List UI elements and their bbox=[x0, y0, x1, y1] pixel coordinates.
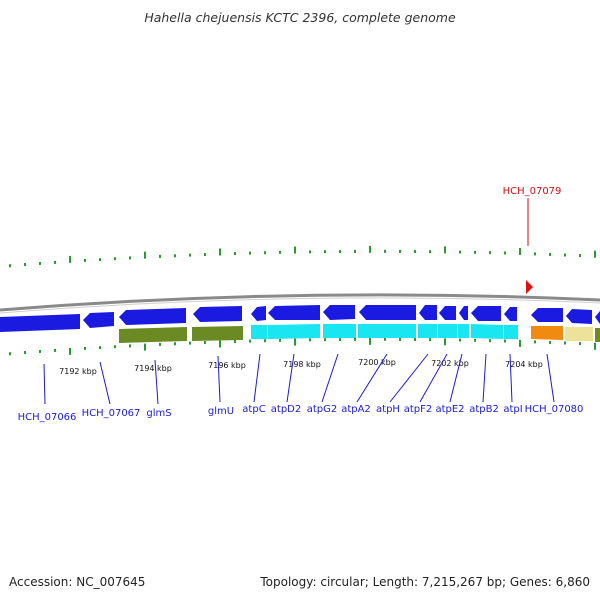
gene-label-atpE2[interactable]: atpE2 bbox=[435, 404, 464, 415]
category-olive-3 bbox=[595, 328, 600, 342]
gene-arrow-atpD2[interactable] bbox=[268, 305, 320, 320]
gene-label-HCH_07066[interactable]: HCH_07066 bbox=[18, 412, 77, 423]
gene-arrow-glmU[interactable] bbox=[193, 306, 242, 322]
gene-label-atpH[interactable]: atpH bbox=[376, 404, 400, 415]
scale-label: 7198 kbp bbox=[283, 360, 321, 369]
gene-arrow-atpG2[interactable] bbox=[323, 305, 355, 320]
scale-label: 7194 kbp bbox=[134, 364, 172, 373]
category-cyan-9 bbox=[504, 325, 518, 339]
leader-line-atpA2 bbox=[356, 353, 388, 403]
gene-arrow-atpF2[interactable] bbox=[439, 306, 456, 320]
scale-label: 7196 kbp bbox=[208, 361, 246, 370]
category-cyan-7 bbox=[458, 324, 469, 338]
upper-tick-row bbox=[9, 245, 596, 268]
leader-line-HCH_07080 bbox=[546, 353, 555, 403]
leader-line-HCH_07067 bbox=[99, 361, 111, 405]
gene-label-glmS[interactable]: glmS bbox=[146, 408, 171, 419]
scale-labels: 7192 kbp 7194 kbp 7196 kbp 7198 kbp 7200… bbox=[59, 358, 543, 376]
topology-summary-text: Topology: circular; Length: 7,215,267 bp… bbox=[260, 575, 590, 589]
leader-line-atpF2 bbox=[419, 353, 448, 403]
leader-line-atpH bbox=[389, 353, 429, 403]
gene-label-glmU[interactable]: glmU bbox=[208, 406, 234, 417]
gene-arrow-HCH_07066[interactable] bbox=[0, 314, 80, 332]
gene-label-atpG2[interactable]: atpG2 bbox=[307, 404, 338, 415]
lower-tick-row bbox=[9, 337, 596, 356]
genome-title: Hahella chejuensis KCTC 2396, complete g… bbox=[144, 10, 456, 25]
gene-arrow-atpH[interactable] bbox=[419, 305, 437, 320]
gene-arrow-HCH_07080[interactable] bbox=[531, 308, 563, 322]
gene-labels: HCH_07066 HCH_07067 glmS glmU atpC atpD2… bbox=[18, 404, 584, 423]
leader-line-glmU bbox=[217, 355, 221, 403]
genome-backbone bbox=[0, 293, 600, 312]
gene-label-atpA2[interactable]: atpA2 bbox=[341, 404, 371, 415]
leader-line-atpD2 bbox=[286, 353, 295, 403]
gene-arrow-glmS[interactable] bbox=[119, 308, 186, 325]
scale-label: 7202 kbp bbox=[431, 359, 469, 368]
gene-arrow-atpE2[interactable] bbox=[459, 306, 468, 320]
leader-line-atpE2 bbox=[449, 353, 463, 403]
category-orange-1 bbox=[531, 326, 563, 340]
scale-label: 7192 kbp bbox=[59, 367, 97, 376]
gene-arrow-atpA2[interactable] bbox=[359, 305, 416, 320]
accession-text: Accession: NC_007645 bbox=[9, 575, 146, 589]
leader-line-atpB2 bbox=[482, 353, 487, 403]
category-cyan-4 bbox=[358, 324, 416, 338]
category-cyan-5 bbox=[418, 324, 437, 338]
gene-label-atpB2[interactable]: atpB2 bbox=[469, 404, 499, 415]
genome-backbone-inner bbox=[0, 297, 600, 314]
category-cyan-8 bbox=[471, 324, 503, 339]
leader-line-atpG2 bbox=[321, 353, 339, 403]
leader-line-atpI bbox=[509, 353, 513, 403]
gene-arrow-atpI[interactable] bbox=[504, 307, 517, 321]
category-cyan-6 bbox=[438, 324, 457, 338]
leader-line-atpC bbox=[253, 353, 261, 403]
forward-strand-genes bbox=[0, 305, 600, 332]
gene-leader-lines bbox=[43, 353, 555, 405]
leader-line-glmS bbox=[154, 359, 159, 405]
gene-arrow-next-1[interactable] bbox=[566, 309, 592, 324]
scale-label: 7200 kbp bbox=[358, 358, 396, 367]
category-cyan-2 bbox=[268, 324, 320, 339]
gene-label-atpC[interactable]: atpC bbox=[242, 404, 265, 415]
gene-arrow-atpB2[interactable] bbox=[471, 306, 501, 321]
gene-arrow-next-2[interactable] bbox=[595, 311, 600, 324]
gene-label-atpI[interactable]: atpI bbox=[503, 404, 522, 415]
category-khaki-1 bbox=[565, 327, 593, 341]
category-olive-2 bbox=[192, 326, 243, 341]
highlight-gene-label[interactable]: HCH_07079 bbox=[503, 186, 562, 197]
category-olive-1 bbox=[119, 327, 187, 343]
highlight-marker bbox=[526, 280, 533, 294]
leader-line-HCH_07066 bbox=[43, 363, 46, 405]
gene-arrow-atpC[interactable] bbox=[251, 306, 266, 321]
scale-label: 7204 kbp bbox=[505, 360, 543, 369]
gene-arrow-HCH_07067[interactable] bbox=[83, 312, 114, 328]
category-band bbox=[119, 324, 600, 343]
category-cyan-1 bbox=[251, 325, 267, 339]
category-cyan-3 bbox=[323, 324, 356, 338]
gene-label-atpD2[interactable]: atpD2 bbox=[271, 404, 301, 415]
gene-label-HCH_07080[interactable]: HCH_07080 bbox=[525, 404, 584, 415]
gene-label-atpF2[interactable]: atpF2 bbox=[404, 404, 433, 415]
gene-label-HCH_07067[interactable]: HCH_07067 bbox=[82, 408, 141, 419]
